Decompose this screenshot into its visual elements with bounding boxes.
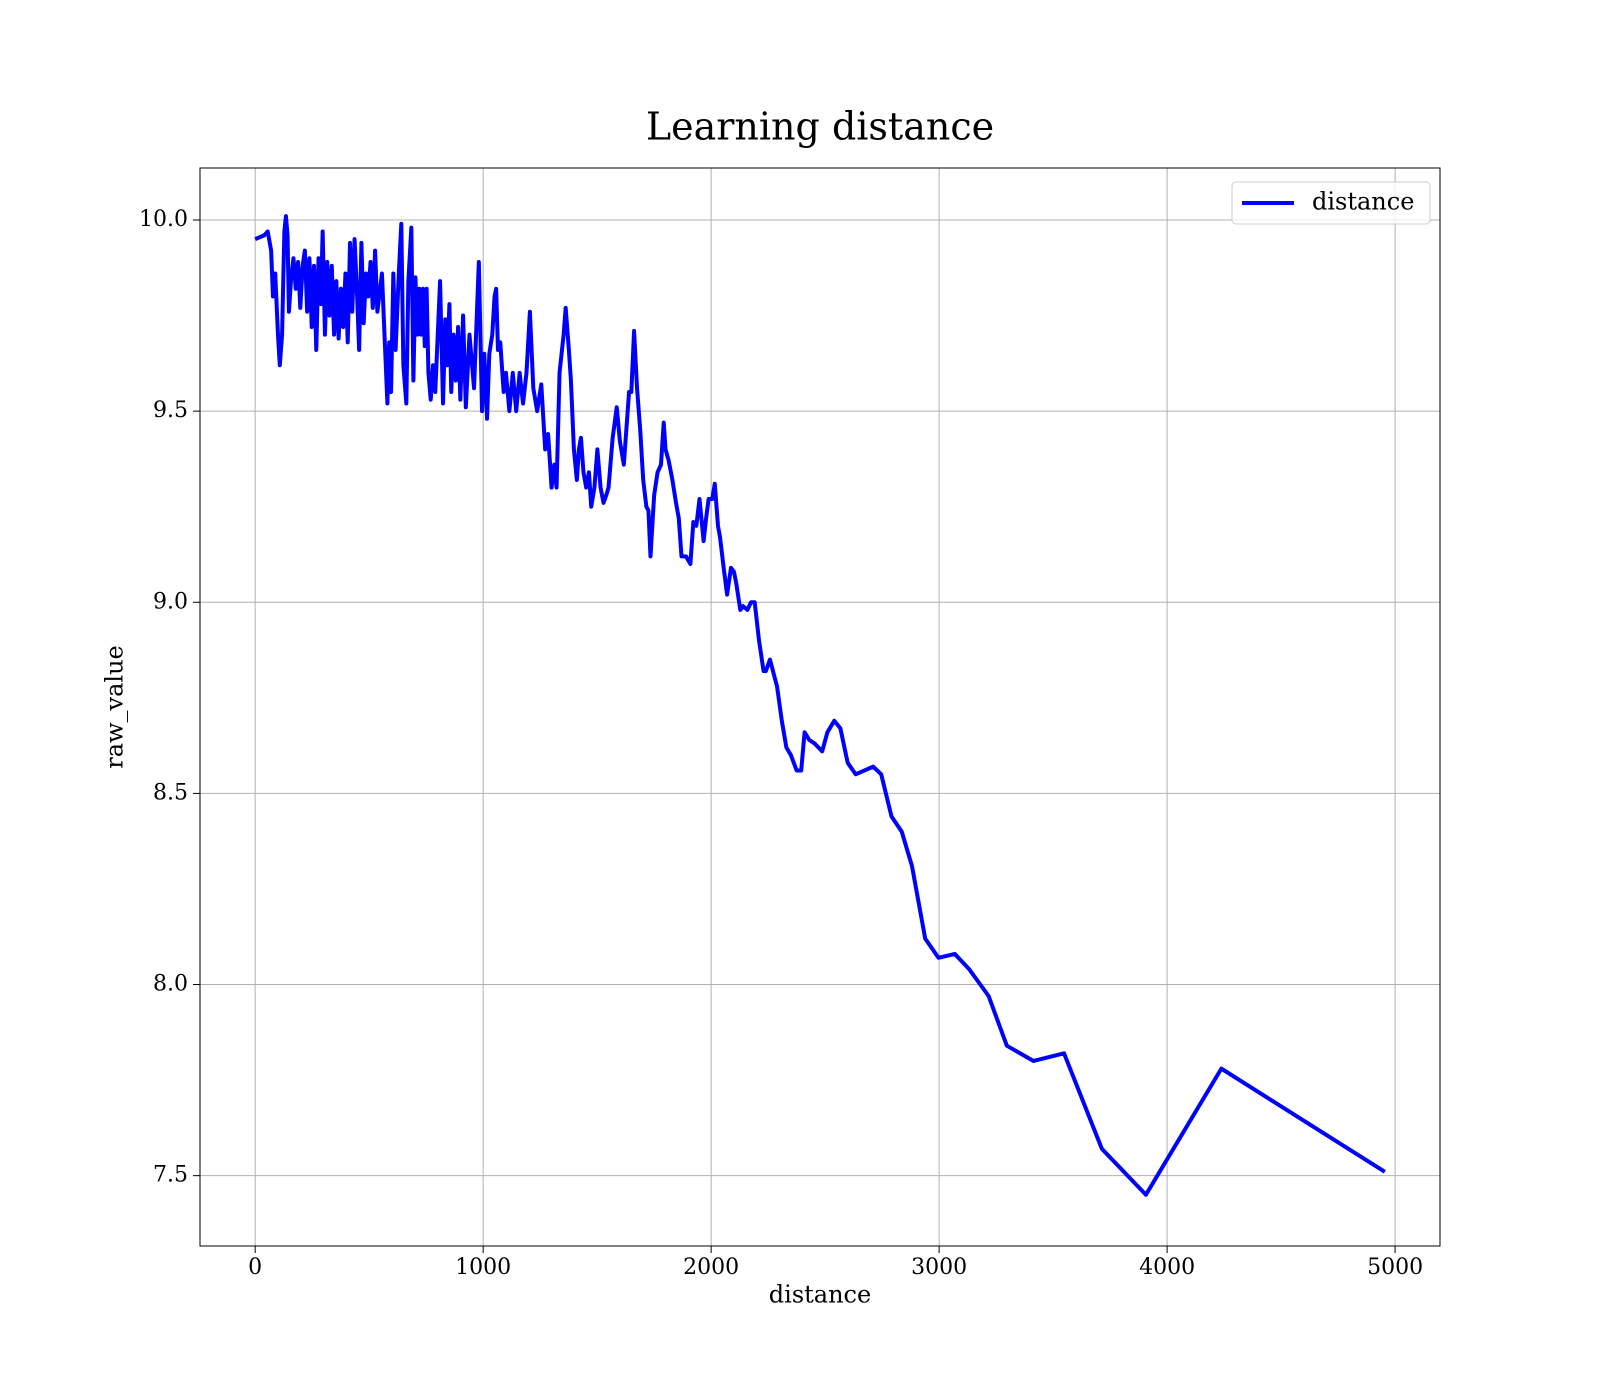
y-tick-label: 7.5: [153, 1163, 188, 1188]
x-tick-label: 5000: [1367, 1255, 1423, 1280]
legend-label: distance: [1312, 188, 1414, 216]
x-tick-label: 0: [248, 1255, 262, 1280]
x-axis-label: distance: [769, 1281, 871, 1309]
y-tick-label: 10.0: [139, 207, 188, 232]
x-tick-label: 2000: [683, 1255, 739, 1280]
chart-title: Learning distance: [646, 105, 994, 149]
x-tick-label: 3000: [911, 1255, 967, 1280]
y-tick-label: 9.0: [153, 589, 188, 614]
x-tick-label: 1000: [455, 1255, 511, 1280]
legend-box: [1231, 181, 1431, 225]
y-tick-label: 9.5: [153, 398, 188, 423]
x-tick-label: 4000: [1139, 1255, 1195, 1280]
data-line: [254, 214, 1386, 1197]
y-tick-label: 8.0: [153, 972, 188, 997]
plot-frame: [199, 167, 1441, 1247]
y-tick-label: 8.5: [153, 780, 188, 805]
y-axis-label: raw_value: [101, 645, 129, 769]
